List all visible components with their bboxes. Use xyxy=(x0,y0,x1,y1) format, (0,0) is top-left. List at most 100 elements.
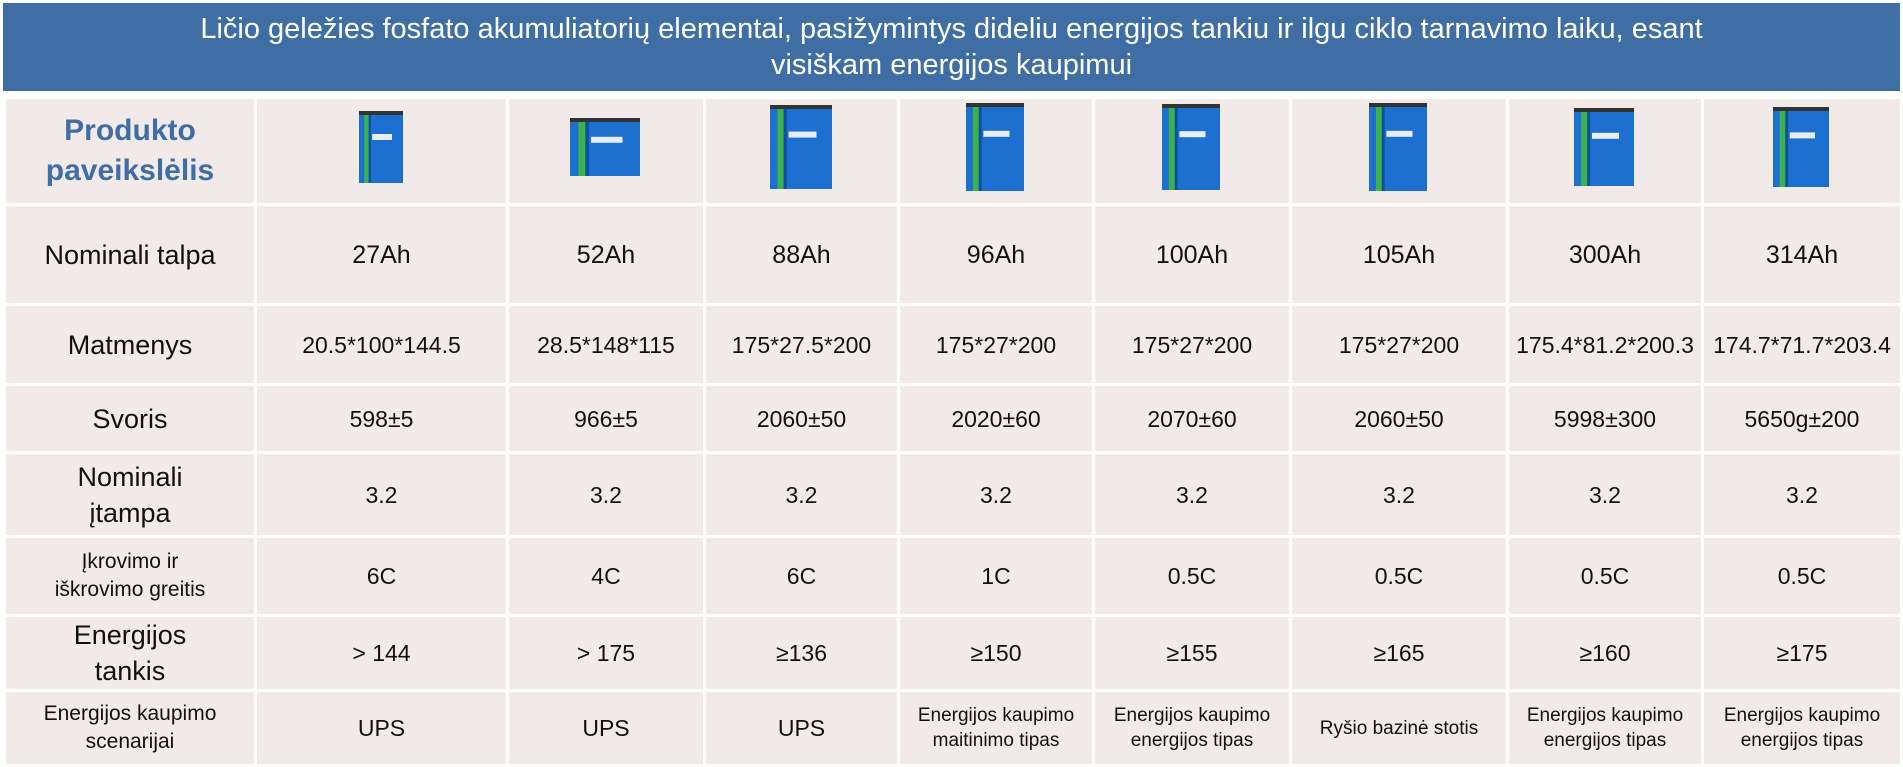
battery-icon xyxy=(358,111,403,183)
cell-value: 3.2 xyxy=(1786,481,1818,508)
cell: 5998±300 xyxy=(1506,383,1704,454)
cell: Energijos kaupimo energijos tipas xyxy=(1506,689,1704,767)
row-label: Įkrovimo ir iškrovimo greitis xyxy=(3,535,257,617)
row-label: Energijos kaupimo scenarijai xyxy=(3,689,257,767)
cell-value: 2020±60 xyxy=(951,405,1041,432)
cell: ≥150 xyxy=(897,614,1095,692)
cell-value: ≥150 xyxy=(970,640,1022,666)
cell: 174.7*71.7*203.4 xyxy=(1701,303,1903,386)
cell-value: 88Ah xyxy=(772,240,831,269)
cell-value: UPS xyxy=(582,715,630,741)
row-label: Nominali įtampa xyxy=(3,451,257,538)
cell-value: 5998±300 xyxy=(1553,405,1657,432)
cell-value: 3.2 xyxy=(1589,481,1621,508)
spec-row: Energijos kaupimo scenarijai UPS UPS UPS Ene… xyxy=(3,689,1903,767)
battery-icon xyxy=(570,118,640,176)
cell-value: 0.5C xyxy=(1777,563,1827,589)
cell-value: UPS xyxy=(357,715,406,741)
cell-value: 2060±50 xyxy=(756,405,847,432)
cell-value: ≥175 xyxy=(1776,640,1828,666)
row-label-text: Energijos tankis xyxy=(73,620,187,686)
image-row: Produkto paveikslėlis xyxy=(3,96,1903,206)
cell: 3.2 xyxy=(1701,451,1903,538)
cell-value: 314Ah xyxy=(1765,240,1839,269)
cell: 105Ah xyxy=(1289,203,1509,306)
cell: 96Ah xyxy=(897,203,1095,306)
cell: 3.2 xyxy=(1092,451,1292,538)
cell: ≥175 xyxy=(1701,614,1903,692)
cell-value: ≥160 xyxy=(1579,640,1631,666)
cell: ≥136 xyxy=(703,614,900,692)
cell: 3.2 xyxy=(254,451,509,538)
cell-value: ≥165 xyxy=(1373,640,1425,666)
image-label: Produkto paveikslėlis xyxy=(45,114,215,187)
battery-icon xyxy=(1773,107,1829,187)
battery-icon xyxy=(1162,104,1220,190)
cell-value: 2060±50 xyxy=(1354,405,1444,432)
cell: 314Ah xyxy=(1701,203,1903,306)
cell: > 144 xyxy=(254,614,509,692)
cell-value: Energijos kaupimo energijos tipas xyxy=(1723,705,1881,751)
battery-icon xyxy=(1369,103,1427,191)
cell: UPS xyxy=(506,689,706,767)
cell-value: ≥155 xyxy=(1166,640,1218,666)
cell: 3.2 xyxy=(1506,451,1704,538)
image-cell xyxy=(1506,96,1704,206)
cell: 300Ah xyxy=(1506,203,1704,306)
cell-value: > 144 xyxy=(352,640,411,666)
cell-value: 6C xyxy=(366,563,397,589)
title-banner: Ličio geležies fosfato akumuliatorių ele… xyxy=(3,3,1900,91)
image-cell xyxy=(506,96,706,206)
cell-value: 52Ah xyxy=(576,240,636,269)
cell: 2070±60 xyxy=(1092,383,1292,454)
cell: 2060±50 xyxy=(1289,383,1509,454)
cell: UPS xyxy=(703,689,900,767)
cell: 3.2 xyxy=(1289,451,1509,538)
cell-value: 175.4*81.2*200.3 xyxy=(1516,331,1694,358)
cell-value: 2070±60 xyxy=(1147,405,1237,432)
cell-value: Energijos kaupimo energijos tipas xyxy=(1113,705,1271,751)
spec-row: Nominali įtampa 3.2 3.2 3.2 3.2 3.2 3.2 3.2 3.2 xyxy=(3,451,1903,538)
cell-value: 174.7*71.7*203.4 xyxy=(1713,331,1891,358)
cell: 0.5C xyxy=(1701,535,1903,617)
cell-value: 175*27*200 xyxy=(1131,331,1253,358)
cell: 175*27*200 xyxy=(1289,303,1509,386)
row-label: Matmenys xyxy=(3,303,257,386)
cell-value: 28.5*148*115 xyxy=(537,331,675,358)
cell-value: 3.2 xyxy=(980,481,1012,508)
cell-value: 1C xyxy=(981,563,1011,589)
image-cell xyxy=(897,96,1095,206)
cell-value: 3.2 xyxy=(590,481,622,508)
cell: 6C xyxy=(254,535,509,617)
cell: Energijos kaupimo energijos tipas xyxy=(1092,689,1292,767)
image-cell xyxy=(703,96,900,206)
row-label: Energijos tankis xyxy=(3,614,257,692)
cell-value: 4C xyxy=(591,563,621,589)
image-cell xyxy=(1092,96,1292,206)
row-label-text: Nominali įtampa xyxy=(77,461,183,528)
cell-value: 3.2 xyxy=(365,481,398,508)
cell: 598±5 xyxy=(254,383,509,454)
cell-value: 105Ah xyxy=(1362,240,1436,269)
battery-icon xyxy=(966,103,1024,191)
cell: Energijos kaupimo energijos tipas xyxy=(1701,689,1903,767)
spec-row: Svoris 598±5 966±5 2060±50 2020±60 2070±60 206… xyxy=(3,383,1903,454)
cell-value: 300Ah xyxy=(1568,240,1642,269)
row-label-text: Nominali talpa xyxy=(44,239,216,270)
cell: 0.5C xyxy=(1289,535,1509,617)
cell: 2020±60 xyxy=(897,383,1095,454)
cell: ≥160 xyxy=(1506,614,1704,692)
image-cell xyxy=(254,96,509,206)
cell: 175*27*200 xyxy=(1092,303,1292,386)
cell: 27Ah xyxy=(254,203,509,306)
cell-value: Energijos kaupimo energijos tipas xyxy=(1526,705,1684,751)
cell: > 175 xyxy=(506,614,706,692)
cell: 2060±50 xyxy=(703,383,900,454)
cell-value: 20.5*100*144.5 xyxy=(302,331,461,358)
cell-value: 5650g±200 xyxy=(1744,405,1860,432)
spec-table: Produkto paveikslėlis Nominali talpa 27Ah… xyxy=(3,96,1903,767)
spec-row: Nominali talpa 27Ah 52Ah 88Ah 96Ah 100Ah 105Ah… xyxy=(3,203,1903,306)
cell-value: UPS xyxy=(777,715,826,741)
cell: 966±5 xyxy=(506,383,706,454)
